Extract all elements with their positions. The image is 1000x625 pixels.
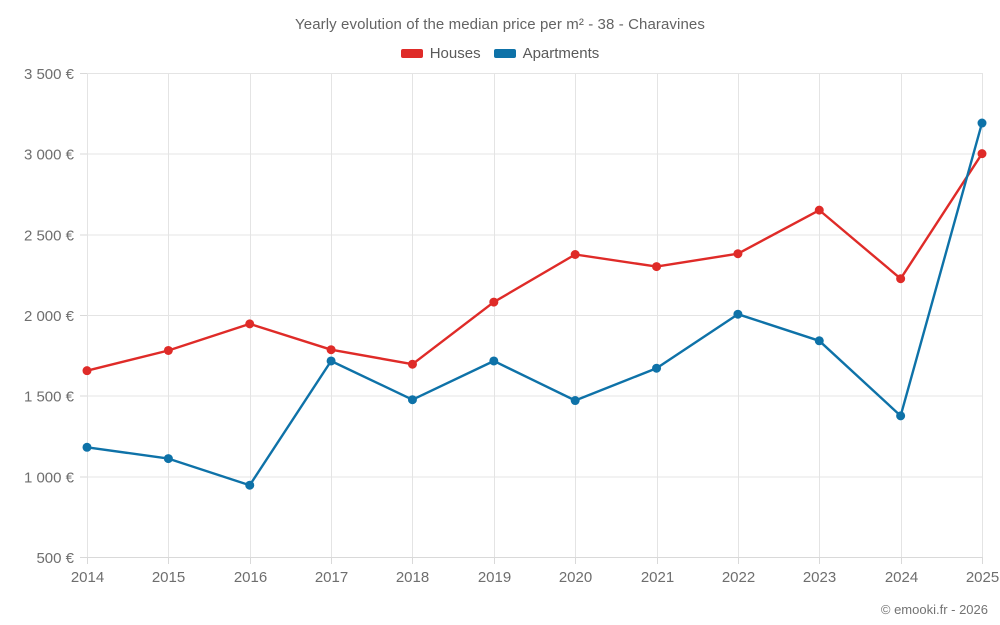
chart-legend: Houses Apartments xyxy=(0,45,1000,62)
series-group xyxy=(82,118,987,490)
legend-item-apartments[interactable]: Apartments xyxy=(493,45,600,62)
data-point-houses-2017[interactable] xyxy=(326,345,336,355)
data-point-apartments-2016[interactable] xyxy=(245,480,255,490)
x-tick-label: 2025 xyxy=(966,569,999,586)
x-tick-label: 2020 xyxy=(559,569,592,586)
legend-item-houses[interactable]: Houses xyxy=(400,45,481,62)
y-tick-label: 1 500 € xyxy=(24,389,75,406)
x-tick-label: 2016 xyxy=(234,569,267,586)
axes xyxy=(80,73,983,564)
data-point-apartments-2017[interactable] xyxy=(326,356,336,366)
legend-label: Houses xyxy=(429,45,481,62)
y-tick-label: 500 € xyxy=(36,550,74,567)
data-point-houses-2018[interactable] xyxy=(407,359,417,369)
data-point-houses-2021[interactable] xyxy=(652,262,662,272)
data-point-apartments-2019[interactable] xyxy=(489,356,499,366)
data-point-apartments-2023[interactable] xyxy=(814,336,824,346)
data-point-houses-2025[interactable] xyxy=(977,149,987,159)
y-tick-label: 2 500 € xyxy=(24,227,75,244)
data-point-houses-2014[interactable] xyxy=(82,366,92,376)
data-point-houses-2019[interactable] xyxy=(489,297,499,307)
data-point-apartments-2024[interactable] xyxy=(896,411,906,421)
series-line-apartments xyxy=(85,121,984,487)
data-point-apartments-2014[interactable] xyxy=(82,442,92,452)
x-tick-label: 2024 xyxy=(885,569,918,586)
data-point-houses-2015[interactable] xyxy=(163,345,173,355)
tick-labels: 500 € 1 000 € 1 500 € 2 000 € 2 500 € 3 000 €… xyxy=(24,66,999,586)
y-tick-label: 3 000 € xyxy=(24,147,75,164)
y-tick-label: 2 000 € xyxy=(24,308,75,325)
x-tick-label: 2021 xyxy=(641,569,674,586)
y-tick-label: 1 000 € xyxy=(24,469,75,486)
x-tick-label: 2014 xyxy=(71,569,104,586)
data-point-houses-2020[interactable] xyxy=(570,250,580,259)
series-line-houses xyxy=(85,152,984,372)
data-point-apartments-2018[interactable] xyxy=(407,395,417,405)
x-tick-label: 2019 xyxy=(478,569,511,586)
x-tick-label: 2015 xyxy=(152,569,185,586)
data-point-houses-2022[interactable] xyxy=(733,249,743,259)
data-point-apartments-2021[interactable] xyxy=(652,363,662,373)
x-tick-label: 2022 xyxy=(722,569,755,586)
x-tick-label: 2023 xyxy=(803,569,836,586)
data-point-apartments-2022[interactable] xyxy=(733,309,743,319)
legend-label: Apartments xyxy=(522,45,600,62)
grid-lines xyxy=(87,73,983,557)
y-tick-label: 3 500 € xyxy=(24,66,75,83)
x-tick-label: 2018 xyxy=(396,569,429,586)
data-point-houses-2023[interactable] xyxy=(814,205,824,215)
data-point-apartments-2025[interactable] xyxy=(977,118,987,128)
data-point-houses-2024[interactable] xyxy=(896,274,906,284)
legend-swatch-icon xyxy=(493,49,516,58)
data-point-apartments-2015[interactable] xyxy=(163,454,173,464)
chart-credit: © emooki.fr - 2026 xyxy=(880,602,988,617)
legend-swatch-icon xyxy=(400,49,423,58)
data-point-houses-2016[interactable] xyxy=(245,319,255,329)
data-point-apartments-2020[interactable] xyxy=(570,396,580,406)
chart-title: Yearly evolution of the median price per… xyxy=(295,16,705,33)
x-tick-label: 2017 xyxy=(315,569,348,586)
